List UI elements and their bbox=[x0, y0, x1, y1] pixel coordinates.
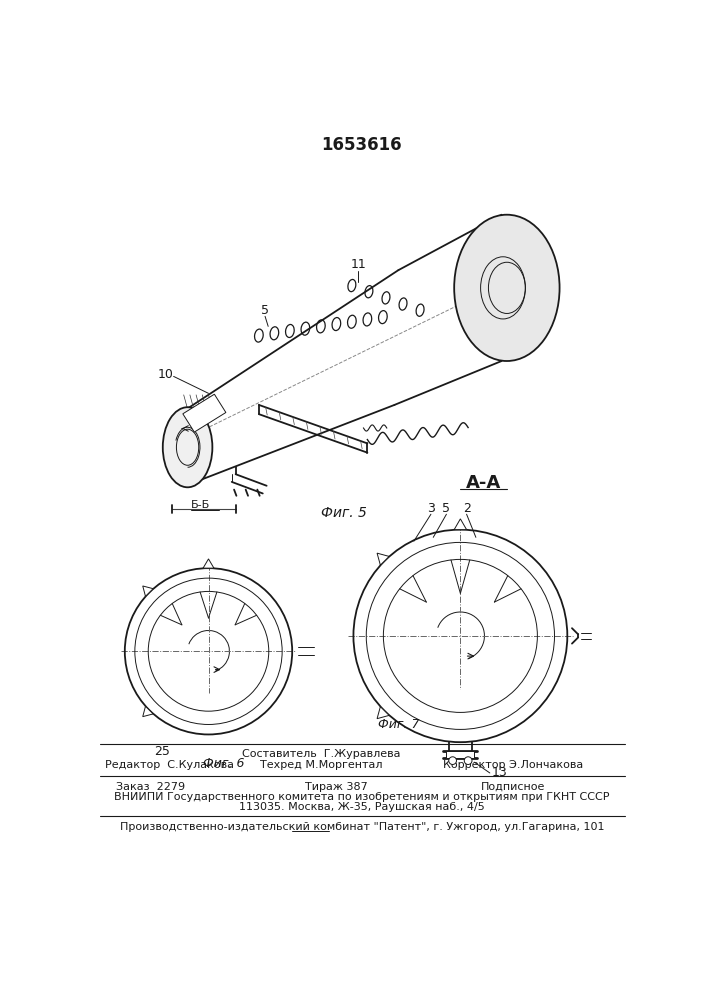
Text: 11: 11 bbox=[350, 258, 366, 271]
Text: Заказ  2279: Заказ 2279 bbox=[116, 782, 185, 792]
Text: Редактор  С.Кулакова: Редактор С.Кулакова bbox=[105, 760, 234, 770]
Text: 3: 3 bbox=[427, 502, 435, 515]
Text: Б-Б: Б-Б bbox=[191, 500, 211, 510]
Text: Корректор Э.Лончакова: Корректор Э.Лончакова bbox=[443, 760, 583, 770]
Text: Производственно-издательский комбинат "Патент", г. Ужгород, ул.Гагарина, 101: Производственно-издательский комбинат "П… bbox=[119, 822, 604, 832]
Ellipse shape bbox=[163, 407, 212, 487]
Bar bbox=[446, 751, 474, 758]
Text: Фиг. 5: Фиг. 5 bbox=[321, 506, 367, 520]
Text: 13: 13 bbox=[491, 766, 507, 779]
Text: 10: 10 bbox=[158, 368, 174, 381]
Polygon shape bbox=[454, 519, 467, 530]
Text: Техред М.Моргентал: Техред М.Моргентал bbox=[259, 760, 382, 770]
Polygon shape bbox=[377, 553, 389, 565]
Text: 113035. Москва, Ж-35, Раушская наб., 4/5: 113035. Москва, Ж-35, Раушская наб., 4/5 bbox=[239, 802, 485, 812]
Circle shape bbox=[449, 757, 457, 764]
Polygon shape bbox=[377, 707, 389, 719]
Bar bbox=[183, 394, 226, 432]
Text: Фиг. 7: Фиг. 7 bbox=[378, 718, 419, 731]
Text: ВНИИПИ Государственного комитета по изобретениям и открытиям при ГКНТ СССР: ВНИИПИ Государственного комитета по изоб… bbox=[115, 792, 609, 802]
Text: 2: 2 bbox=[462, 502, 471, 515]
Text: Тираж 387: Тираж 387 bbox=[305, 782, 368, 792]
Text: 5: 5 bbox=[443, 502, 450, 515]
Polygon shape bbox=[203, 559, 214, 568]
Text: 5: 5 bbox=[261, 304, 269, 317]
Text: Составитель  Г.Журавлева: Составитель Г.Журавлева bbox=[242, 749, 400, 759]
Text: 25: 25 bbox=[154, 745, 170, 758]
Text: Подписное: Подписное bbox=[481, 782, 545, 792]
Text: 1653616: 1653616 bbox=[322, 136, 402, 154]
Text: Фиг. 6: Фиг. 6 bbox=[203, 757, 245, 770]
Ellipse shape bbox=[454, 215, 559, 361]
Circle shape bbox=[464, 757, 472, 764]
Text: А-А: А-А bbox=[466, 474, 501, 492]
Polygon shape bbox=[143, 586, 153, 596]
Polygon shape bbox=[143, 706, 153, 717]
